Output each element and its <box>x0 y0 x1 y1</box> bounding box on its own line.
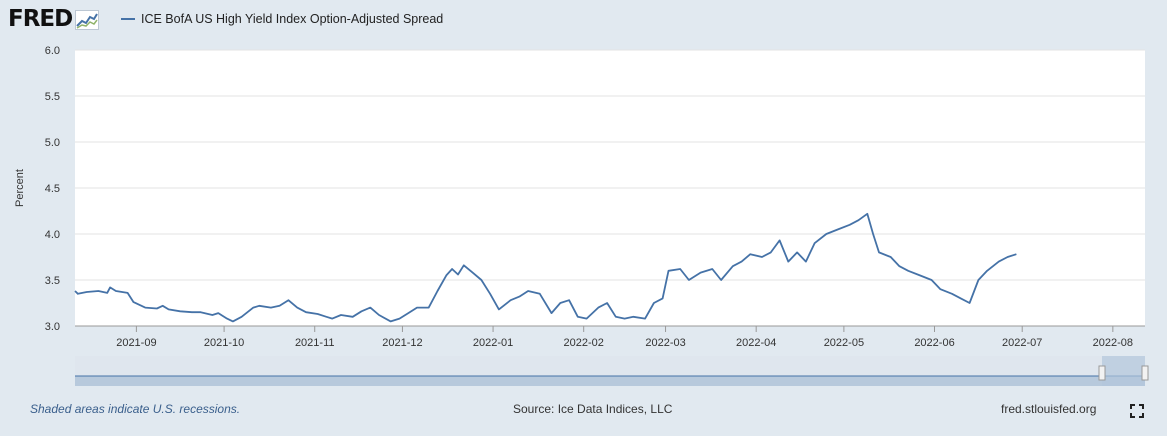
chart-legend[interactable]: ICE BofA US High Yield Index Option-Adju… <box>121 12 443 26</box>
y-tick-label: 5.5 <box>45 91 60 103</box>
chart-header: FRED ICE BofA US High Yield Index Option… <box>0 0 1167 40</box>
x-tick-label: 2022-08 <box>1093 337 1133 349</box>
fred-logo[interactable]: FRED <box>8 6 100 32</box>
x-tick-label: 2021-11 <box>295 337 335 349</box>
y-tick-label: 6.0 <box>45 45 60 57</box>
x-tick-label: 2022-07 <box>1002 337 1042 349</box>
fred-logo-text: FRED <box>8 6 73 32</box>
y-tick-label: 5.0 <box>45 137 60 149</box>
x-tick-label: 2022-06 <box>914 337 954 349</box>
x-tick-label: 2022-05 <box>824 337 864 349</box>
x-tick-label: 2022-03 <box>645 337 685 349</box>
navigator-left-handle <box>1098 365 1106 381</box>
line-chart: 3.0 3.5 4.0 4.5 5.0 5.5 6.0 Percent 2021-09 2021-… <box>14 45 1149 386</box>
y-tick-label: 3.5 <box>45 275 60 287</box>
y-tick-label: 3.0 <box>45 321 60 333</box>
fullscreen-icon[interactable] <box>1130 404 1144 418</box>
y-axis-label: Percent <box>14 169 26 207</box>
navigator-area <box>75 376 1145 386</box>
navigator-window <box>1102 356 1145 386</box>
x-tick-label: 2022-02 <box>564 337 604 349</box>
x-tick-label: 2022-01 <box>473 337 513 349</box>
fred-logo-chart-icon <box>75 10 100 30</box>
x-tick-label: 2022-04 <box>736 337 776 349</box>
series-line <box>74 212 1017 323</box>
legend-swatch <box>121 18 135 20</box>
navigator-right-handle <box>1141 365 1149 381</box>
source-note: Source: Ice Data Indices, LLC <box>513 402 673 416</box>
x-tick-label: 2021-12 <box>382 337 422 349</box>
y-tick-label: 4.5 <box>45 183 60 195</box>
y-tick-label: 4.0 <box>45 229 60 241</box>
legend-series-label: ICE BofA US High Yield Index Option-Adju… <box>141 12 444 26</box>
recession-note[interactable]: Shaded areas indicate U.S. recessions. <box>30 402 241 416</box>
x-tick-label: 2021-10 <box>204 337 244 349</box>
x-tick-label: 2021-09 <box>116 337 156 349</box>
site-link[interactable]: fred.stlouisfed.org <box>1001 402 1097 416</box>
